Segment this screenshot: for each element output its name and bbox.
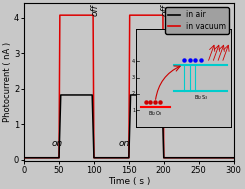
Legend: in air, in vacuum: in air, in vacuum bbox=[165, 7, 229, 34]
Text: off: off bbox=[161, 4, 170, 16]
Text: off: off bbox=[90, 4, 99, 16]
Text: on: on bbox=[118, 139, 130, 148]
Text: on: on bbox=[51, 139, 62, 148]
Y-axis label: Photocurrent ( nA ): Photocurrent ( nA ) bbox=[3, 42, 12, 122]
X-axis label: Time ( s ): Time ( s ) bbox=[108, 177, 150, 186]
